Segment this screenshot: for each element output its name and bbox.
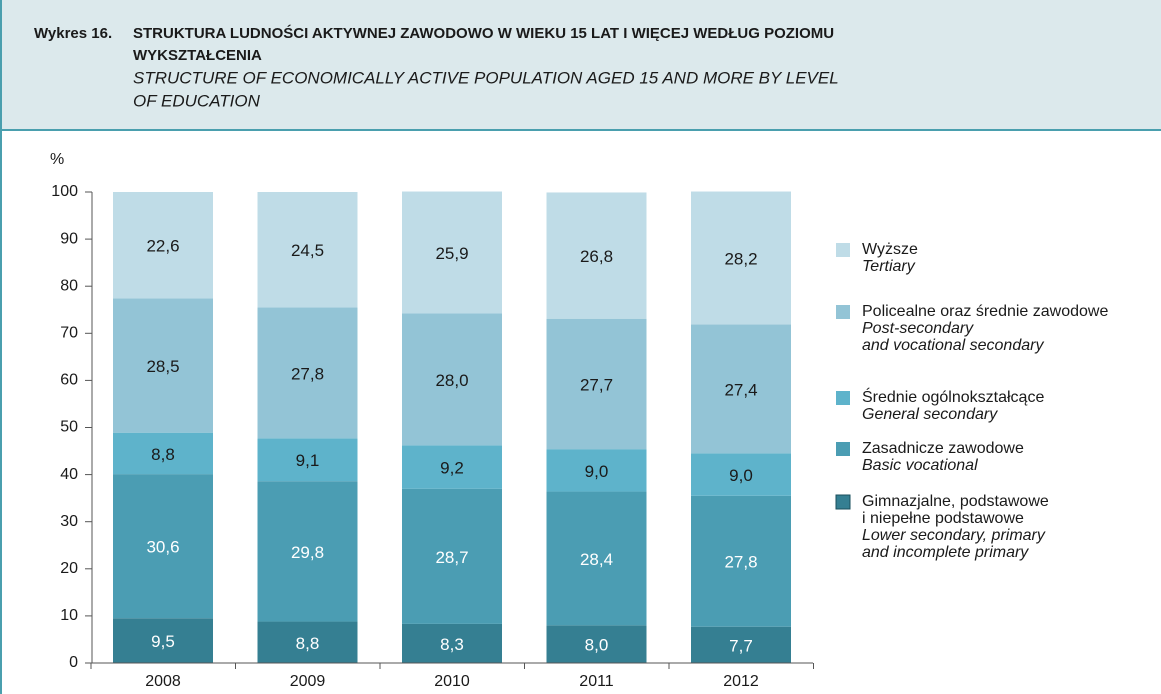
- legend-swatch: [836, 305, 850, 319]
- y-tick-label: 100: [51, 183, 78, 200]
- legend-label: Średnie ogólnokształcące: [862, 387, 1044, 406]
- legend-label: Zasadnicze zawodowe: [862, 440, 1024, 457]
- bar-segment: [546, 449, 647, 492]
- value-label: 26,8: [580, 247, 613, 266]
- y-tick-label: 70: [60, 325, 78, 342]
- value-label: 30,6: [146, 538, 179, 557]
- title-label: Wykres 16.: [34, 25, 112, 42]
- bar-segment: [257, 481, 358, 622]
- x-tick-label: 2011: [579, 673, 614, 690]
- bar-segment: [402, 445, 502, 489]
- value-label: 8,8: [296, 634, 320, 653]
- value-label: 28,4: [580, 550, 613, 569]
- y-tick-label: 20: [60, 560, 78, 577]
- bar-segment: [113, 298, 213, 433]
- bar-segment: [402, 313, 502, 446]
- x-tick-label: 2010: [434, 673, 470, 690]
- value-label: 28,5: [146, 357, 179, 376]
- value-label: 24,5: [291, 241, 324, 260]
- bar-segment: [113, 192, 213, 299]
- legend-swatch: [835, 494, 851, 510]
- bar-segment: [691, 453, 791, 496]
- value-label: 25,9: [435, 244, 468, 263]
- x-tick-label: 2012: [723, 673, 759, 690]
- legend-swatch: [836, 442, 850, 456]
- y-tick-label: 10: [60, 607, 78, 624]
- bar-segment: [546, 491, 647, 626]
- value-label: 27,8: [724, 553, 757, 572]
- value-label: 7,7: [729, 636, 753, 655]
- bar-segment: [257, 307, 358, 439]
- y-tick-label: 0: [69, 654, 78, 671]
- bar-segment: [402, 191, 502, 314]
- legend-label-en: and incomplete primary: [862, 544, 1029, 561]
- y-tick-label: 50: [60, 419, 78, 436]
- value-label: 27,8: [291, 364, 324, 383]
- bar-segment: [257, 438, 358, 482]
- y-tick-label: 90: [60, 230, 78, 247]
- subtitle-line: OF EDUCATION: [133, 91, 261, 110]
- legend-label-en: and vocational secondary: [862, 337, 1044, 354]
- bar-segment: [113, 474, 213, 619]
- legend-label-en: Basic vocational: [862, 457, 978, 474]
- legend-label-en: General secondary: [862, 406, 998, 423]
- legend-label: Gimnazjalne, podstawowe: [862, 493, 1049, 510]
- bar-segment: [113, 618, 213, 663]
- bar-segment: [113, 432, 213, 475]
- x-tick-label: 2008: [145, 673, 181, 690]
- y-tick-label: 30: [60, 513, 78, 530]
- legend-label-en: Post-secondary: [862, 320, 974, 337]
- value-label: 9,5: [151, 632, 175, 651]
- value-label: 28,2: [724, 249, 757, 268]
- bar-segment: [257, 621, 358, 663]
- value-label: 9,2: [440, 459, 464, 478]
- y-tick-label: 80: [60, 277, 78, 294]
- value-label: 9,0: [585, 462, 609, 481]
- value-label: 27,4: [724, 380, 757, 399]
- bar-segment: [546, 625, 647, 663]
- value-label: 9,0: [729, 466, 753, 485]
- value-label: 8,3: [440, 635, 464, 654]
- legend-label: i niepełne podstawowe: [862, 510, 1024, 527]
- title-line: WYKSZTAŁCENIA: [133, 47, 262, 64]
- legend-label-en: Lower secondary, primary: [862, 527, 1046, 544]
- bar-segment: [546, 192, 647, 319]
- x-tick-label: 2009: [290, 673, 326, 690]
- value-label: 28,0: [435, 371, 468, 390]
- legend-label: Wyższe: [862, 241, 918, 258]
- bar-segment: [691, 324, 791, 454]
- y-tick-label: 40: [60, 466, 78, 483]
- bar-segment: [546, 318, 647, 450]
- value-label: 8,8: [151, 445, 175, 464]
- value-label: 28,7: [435, 548, 468, 567]
- header-band: [0, 0, 1161, 130]
- bar-segment: [257, 192, 358, 308]
- bar-segment: [691, 495, 791, 627]
- value-label: 8,0: [585, 636, 609, 655]
- legend-swatch: [836, 243, 850, 257]
- legend-label-en: Tertiary: [862, 258, 916, 275]
- legend-label: Policealne oraz średnie zawodowe: [862, 303, 1108, 320]
- legend-swatch: [836, 391, 850, 405]
- value-label: 27,7: [580, 375, 613, 394]
- bar-segment: [691, 191, 791, 325]
- subtitle-line: STRUCTURE OF ECONOMICALLY ACTIVE POPULAT…: [133, 68, 839, 87]
- value-label: 9,1: [296, 451, 320, 470]
- bar-segment: [402, 488, 502, 624]
- bar-segment: [402, 623, 502, 663]
- value-label: 22,6: [146, 237, 179, 256]
- title-line: STRUKTURA LUDNOŚCI AKTYWNEJ ZAWODOWO W W…: [133, 24, 834, 42]
- value-label: 29,8: [291, 543, 324, 562]
- y-tick-label: 60: [60, 372, 78, 389]
- y-axis-label: %: [50, 151, 64, 168]
- bar-segment: [691, 626, 791, 663]
